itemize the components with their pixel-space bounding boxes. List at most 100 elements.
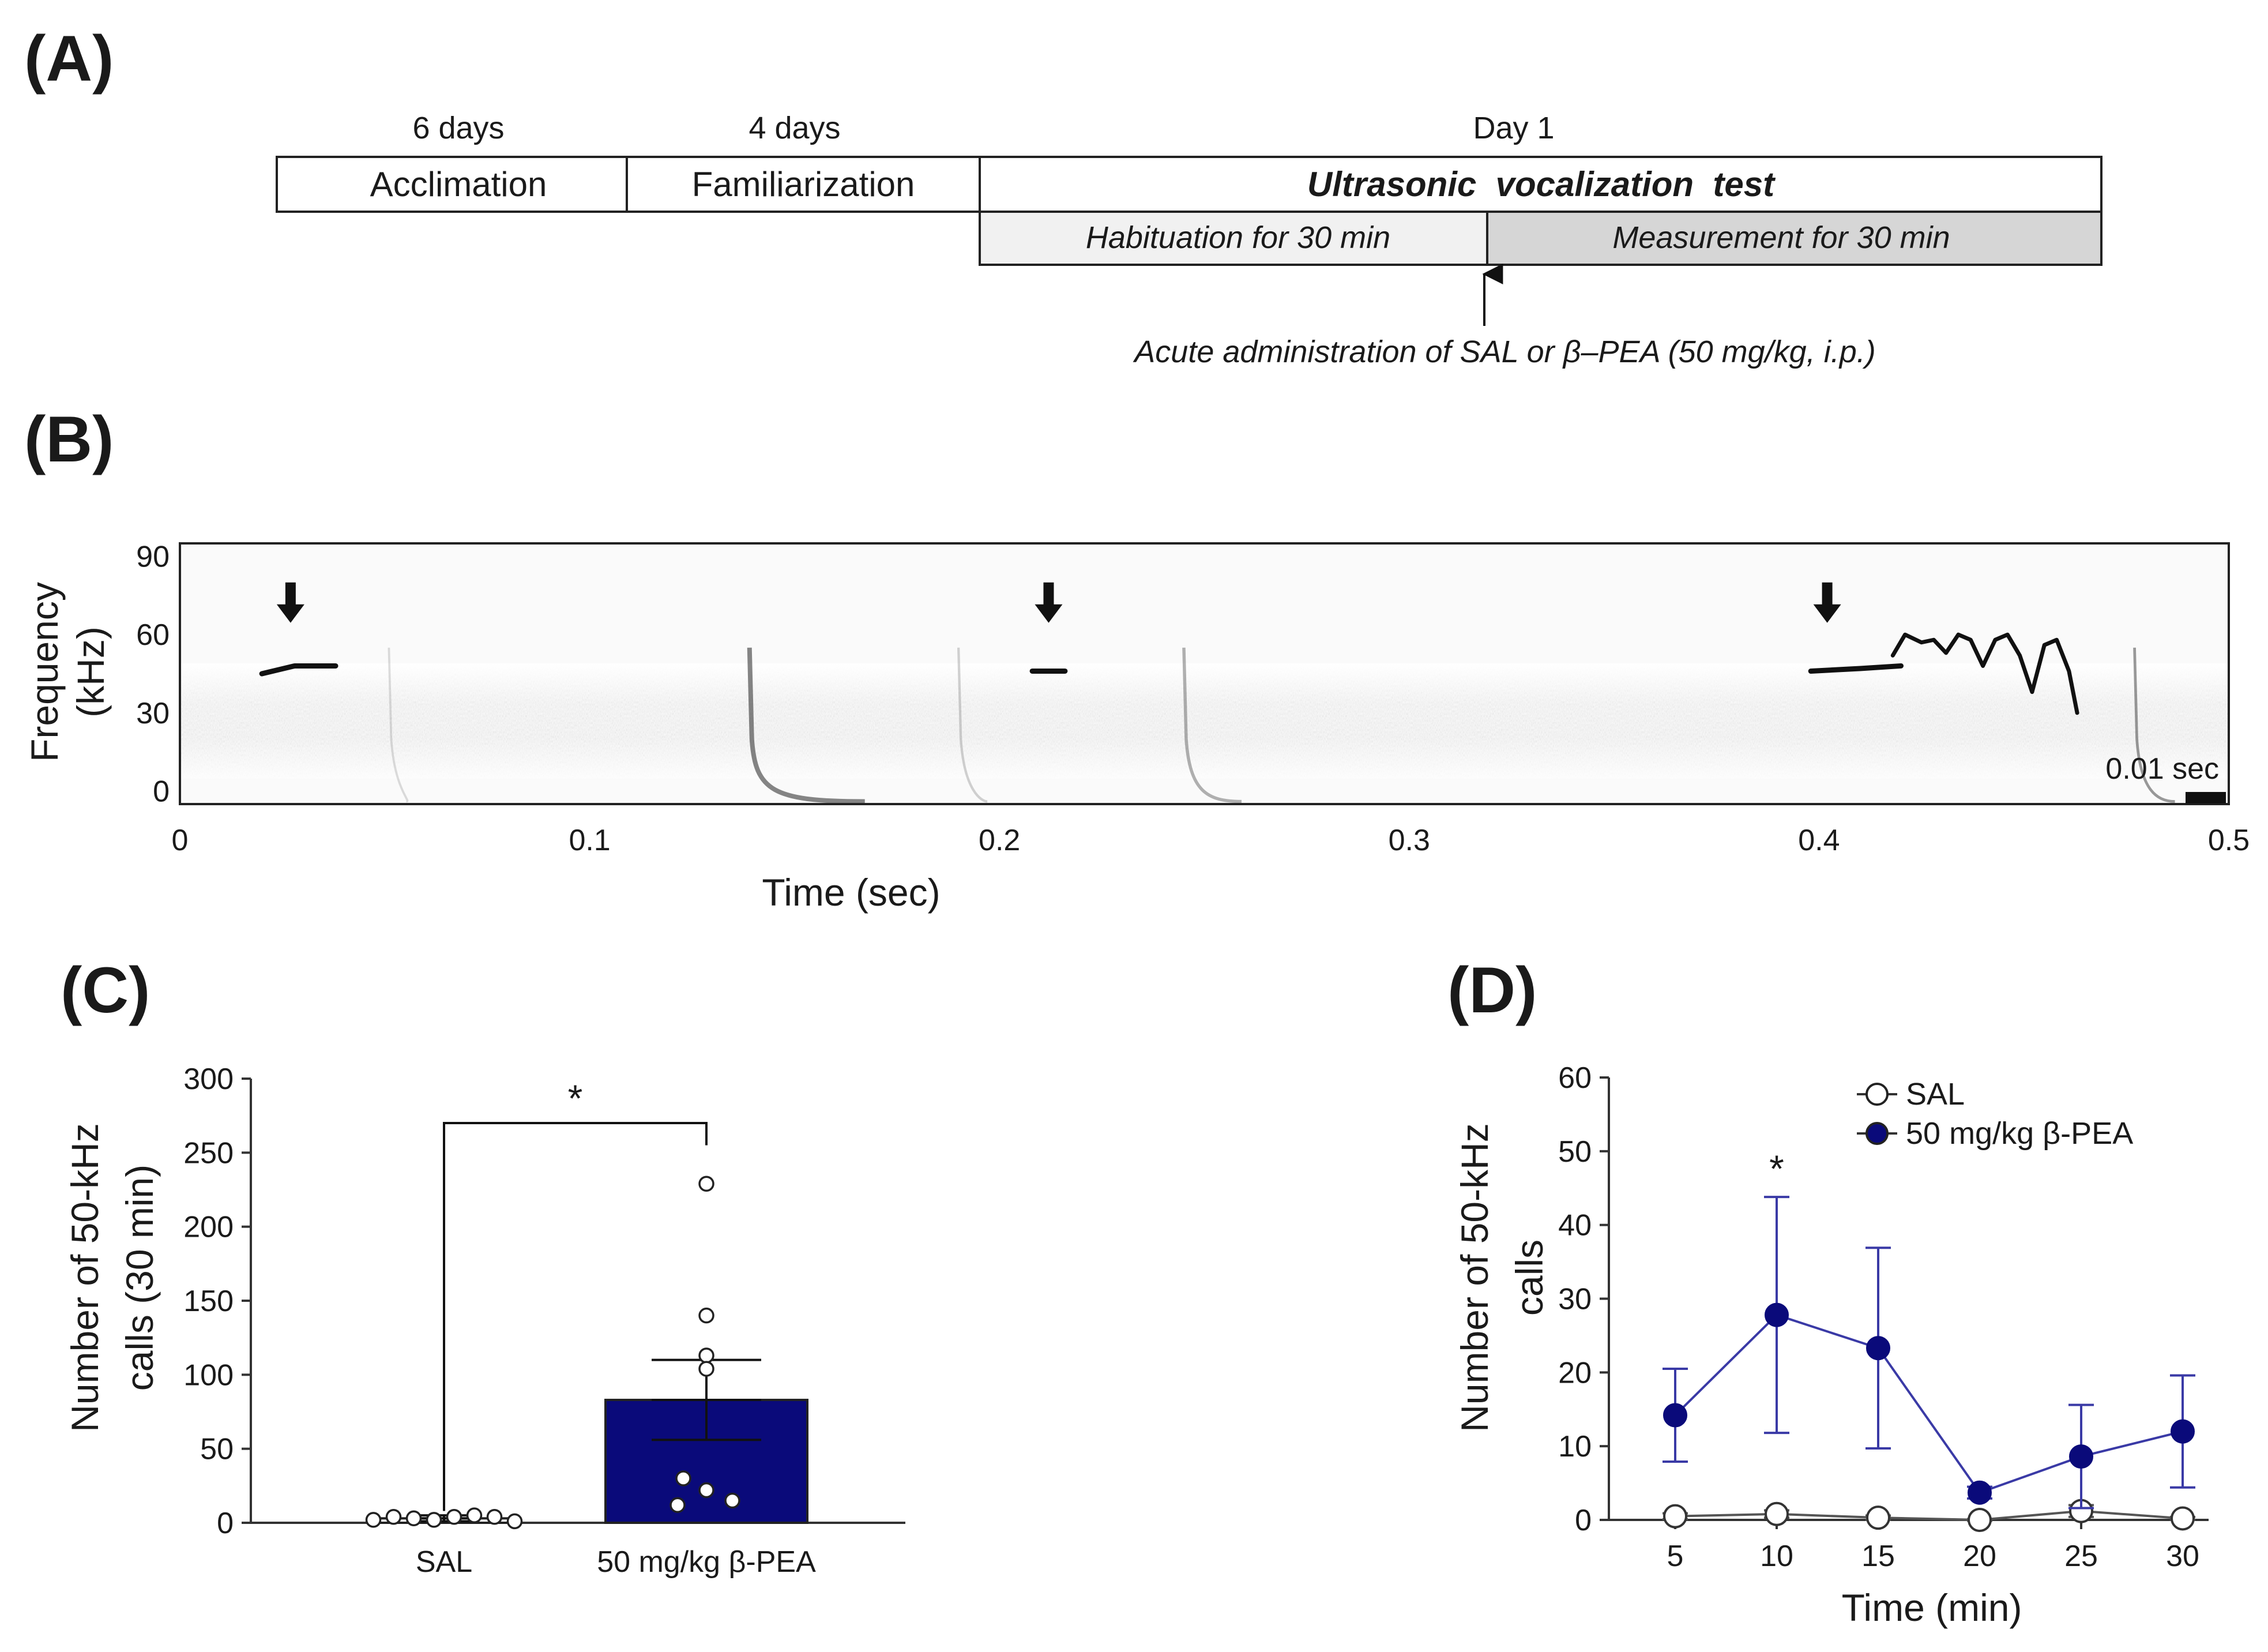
spectrogram-noise-click (1182, 647, 1242, 804)
spectrogram-noise-click (957, 647, 988, 803)
spectrogram-noise-click (747, 647, 865, 804)
call-arrow-3 (1813, 582, 1841, 623)
spectrogram-call-3 (1808, 663, 1904, 674)
data-point-sal (385, 1508, 402, 1525)
legend-marker-50-mg-kg-pea (1865, 1122, 1889, 1145)
data-point-50-mg-kg-pea (1765, 1302, 1789, 1327)
data-point-sal (405, 1510, 422, 1527)
bar-x-tick-sal: SAL (416, 1545, 472, 1579)
bar-y-tick-0: 0 (217, 1507, 234, 1540)
line-y-tick-50: 50 (1558, 1135, 1592, 1169)
bar-y-tick-250: 250 (183, 1136, 234, 1170)
panel-label-b: (B) (24, 403, 114, 475)
call-arrow-1 (276, 582, 304, 623)
panel-label-c: (C) (61, 954, 150, 1026)
data-point-50-mg-kg-pea (698, 1347, 714, 1364)
bar-y-tick-50: 50 (200, 1433, 234, 1466)
spectrogram-x-tick-0: 0 (172, 824, 189, 857)
line-x-tick-10: 10 (1760, 1540, 1793, 1573)
timeline-label-test: Ultrasonic vocalization test (1307, 165, 1776, 204)
bar-y-tick-150: 150 (183, 1285, 234, 1318)
spectrogram-y-tick-90: 90 (136, 540, 170, 574)
data-point-sal (1866, 1505, 1890, 1530)
bar-y-tick-100: 100 (183, 1358, 234, 1392)
spectrogram-x-tick-0-1: 0.1 (569, 824, 610, 857)
timeline-box-familiarization (626, 156, 981, 213)
line-y-tick-40: 40 (1558, 1209, 1592, 1242)
bar-y-tick-300: 300 (183, 1062, 234, 1096)
data-point-sal (1968, 1508, 1992, 1532)
timeline-label-measurement: Measurement for 30 min (1612, 220, 1950, 255)
data-point-sal (2171, 1506, 2195, 1531)
significance-star: * (568, 1077, 583, 1120)
data-point-50-mg-kg-pea (2069, 1444, 2093, 1469)
line-y-tick-0: 0 (1575, 1504, 1592, 1537)
spectrogram-x-tick-0-2: 0.2 (979, 824, 1020, 857)
spectrogram-x-tick-0-3: 0.3 (1389, 824, 1430, 857)
data-point-sal (1663, 1504, 1687, 1529)
timeline-duration-familiarization: 4 days (749, 111, 840, 145)
line-x-tick-30: 30 (2166, 1540, 2199, 1573)
spectrogram-noise-click (388, 647, 409, 803)
time-scale-label: 0.01 sec (2105, 752, 2219, 786)
data-point-sal (426, 1512, 442, 1528)
line-y-axis-title-line1: Number of 50-kHz (1453, 1123, 1496, 1432)
timeline-label-familiarization: Familiarization (692, 165, 915, 204)
timeline-duration-acclimation: 6 days (412, 111, 504, 145)
timeline-box-test (979, 156, 2102, 213)
data-point-50-mg-kg-pea (2171, 1419, 2195, 1444)
data-point-50-mg-kg-pea (698, 1307, 714, 1324)
spectrogram-x-tick-0-4: 0.4 (1798, 824, 1840, 857)
spectrogram-x-tick-0-5: 0.5 (2208, 824, 2250, 857)
spectrogram-noise-click (2133, 647, 2175, 803)
bar-y-tick-200: 200 (183, 1211, 234, 1244)
data-point-sal (466, 1507, 483, 1523)
line-y-tick-30: 30 (1558, 1283, 1592, 1316)
spectrogram-y-tick-0: 0 (153, 775, 170, 808)
time-scale-bar (2186, 792, 2226, 804)
bar-chart: 0 50 100 150 200 250 300 Number of 50-kHz calls … (63, 1062, 905, 1579)
spectrogram-x-axis-title: Time (sec) (762, 871, 940, 914)
timeline-box-measurement (1486, 211, 2102, 266)
series-line-sal (1675, 1510, 2183, 1522)
bar-y-axis-title-line2: calls (30 min) (118, 1165, 161, 1391)
timeline-label-habituation: Habituation for 30 min (1086, 220, 1390, 255)
data-point-sal (365, 1512, 382, 1528)
data-point-50-mg-kg-pea (724, 1492, 740, 1509)
data-point-50-mg-kg-pea (1968, 1480, 1992, 1505)
data-point-50-mg-kg-pea (698, 1176, 714, 1192)
legend-label-50-mg-kg-pea: 50 mg/kg β-PEA (1906, 1116, 2133, 1151)
data-point-50-mg-kg-pea (1663, 1403, 1687, 1428)
spectrogram-call-1 (259, 663, 338, 677)
legend-marker-sal (1865, 1083, 1889, 1106)
legend-label-sal: SAL (1906, 1077, 1965, 1112)
line-y-axis-title-line2: calls (1508, 1240, 1551, 1316)
spectrogram-y-axis-title-line1: Frequency (23, 582, 66, 762)
line-x-tick-20: 20 (1963, 1540, 1996, 1573)
spectrogram-y-tick-30: 30 (136, 697, 170, 730)
data-point-50-mg-kg-pea (698, 1482, 714, 1499)
data-point-50-mg-kg-pea (698, 1361, 714, 1377)
bar-50-mg-kg-pea (604, 1398, 808, 1524)
timeline: 6 days 4 days Day 1 Acclimation Familiar… (276, 111, 2102, 369)
significance-bracket (443, 1122, 708, 1511)
spectrogram-y-axis-title-line2: (kHz) (69, 626, 112, 718)
timeline-duration-test: Day 1 (1473, 111, 1554, 145)
bar-y-axis-title-line1: Number of 50-kHz (63, 1123, 106, 1432)
spectrogram-trill (1890, 632, 2079, 715)
data-point-sal (506, 1513, 523, 1530)
data-point-50-mg-kg-pea (675, 1470, 691, 1486)
line-x-axis-title: Time (min) (1842, 1586, 2022, 1629)
data-point-sal (446, 1508, 462, 1525)
data-point-50-mg-kg-pea (670, 1497, 686, 1513)
line-x-tick-15: 15 (1861, 1540, 1895, 1573)
data-point-50-mg-kg-pea (1866, 1336, 1890, 1361)
panel-label-a: (A) (24, 22, 114, 95)
line-x-tick-5: 5 (1667, 1540, 1684, 1573)
line-chart: 0 10 20 30 40 50 60 5 10 15 20 25 30 Time (min) Number… (1453, 1061, 2209, 1629)
timeline-box-acclimation (276, 156, 628, 213)
call-arrow-2 (1035, 582, 1063, 623)
line-y-tick-20: 20 (1558, 1356, 1592, 1390)
bar-x-tick-50-mg-kg-pea: 50 mg/kg β-PEA (597, 1545, 816, 1579)
